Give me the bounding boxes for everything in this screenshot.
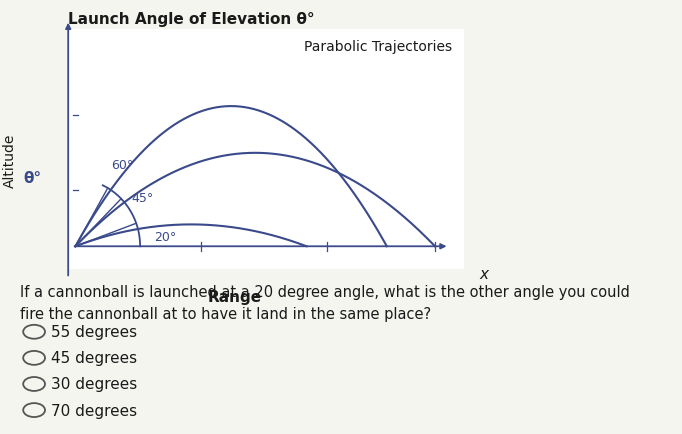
Text: 30 degrees: 30 degrees <box>51 377 137 391</box>
Text: θ°: θ° <box>24 171 42 186</box>
Text: 55 degrees: 55 degrees <box>51 325 137 339</box>
Text: 45 degrees: 45 degrees <box>51 351 137 365</box>
Text: Launch Angle of Elevation θ°: Launch Angle of Elevation θ° <box>68 11 315 26</box>
Text: Range: Range <box>207 289 261 304</box>
Text: If a cannonball is launched at a 20 degree angle, what is the other angle you co: If a cannonball is launched at a 20 degr… <box>20 284 630 299</box>
Text: Altitude: Altitude <box>3 134 17 187</box>
Text: fire the cannonball at to have it land in the same place?: fire the cannonball at to have it land i… <box>20 306 432 321</box>
Text: 20°: 20° <box>155 231 177 244</box>
Text: Parabolic Trajectories: Parabolic Trajectories <box>303 40 452 54</box>
Text: x: x <box>479 266 488 281</box>
Text: 70 degrees: 70 degrees <box>51 403 137 418</box>
Text: 45°: 45° <box>131 192 153 205</box>
Text: 60°: 60° <box>111 158 134 171</box>
